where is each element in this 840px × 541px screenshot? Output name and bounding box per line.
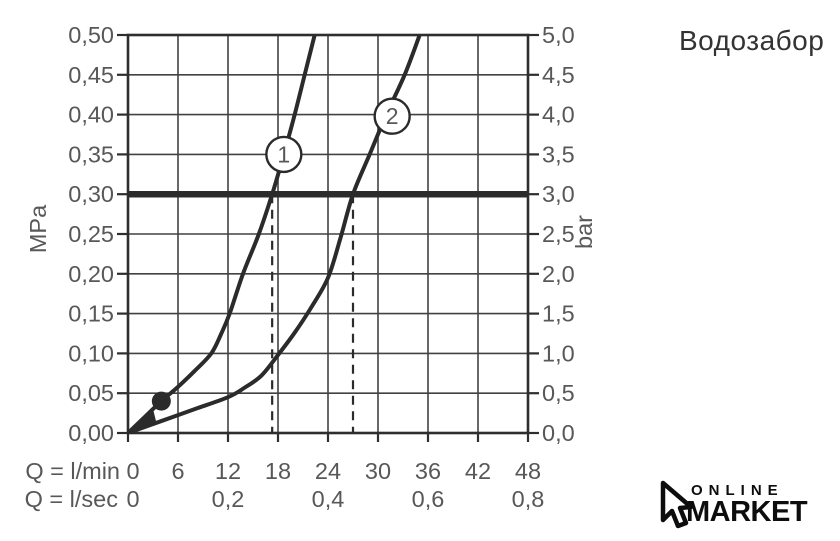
y-tick-label-mpa: 0,35 xyxy=(68,141,114,167)
y-axis-label-mpa: MPa xyxy=(25,204,51,253)
y-tick-label-mpa: 0,45 xyxy=(68,62,114,88)
plot-border xyxy=(126,33,530,435)
x-tick-label-lmin: 12 xyxy=(215,458,241,484)
curve-label-number-2: 2 xyxy=(386,103,399,129)
logo-text-online: ONLINE xyxy=(691,482,784,499)
y-tick-label-bar: 0,5 xyxy=(542,380,575,406)
y-tick-label-bar: 2,5 xyxy=(542,221,575,247)
logo-text-market: MARKET xyxy=(686,496,808,528)
flow-marker-dot xyxy=(151,391,171,411)
x-tick-label-lmin: 24 xyxy=(315,458,341,484)
x-tick-label-lmin: 6 xyxy=(171,458,184,484)
y-tick-label-bar: 1,5 xyxy=(542,301,575,327)
curve-label-circle-1 xyxy=(265,135,303,174)
y-axis-label-bar: bar xyxy=(571,215,597,249)
online-market-logo: ONLINE MARKET xyxy=(658,477,833,533)
curve-2-path xyxy=(127,34,422,434)
y-tick-label-mpa: 0,05 xyxy=(68,380,114,406)
x-tick-label-lmin: 30 xyxy=(365,458,391,484)
y-tick-label-bar: 4,0 xyxy=(542,102,575,128)
y-tick-label-mpa: 0,50 xyxy=(68,22,114,48)
y-tick-label-bar: 2,0 xyxy=(542,261,575,287)
grid-lines xyxy=(128,35,528,433)
y-tick-label-bar: 0,0 xyxy=(542,420,575,446)
x-tick-label-lsec: 0,6 xyxy=(412,486,445,512)
curve-label-number-1: 1 xyxy=(277,141,290,167)
y-tick-label-mpa: 0,25 xyxy=(68,221,114,247)
x-axis-label-lmin: Q = l/min xyxy=(25,458,120,484)
y-tick-label-bar: 3,0 xyxy=(542,181,575,207)
x-tick-label-lmin: 48 xyxy=(515,458,541,484)
x-tick-label-lmin: 18 xyxy=(265,458,291,484)
y-tick-label-mpa: 0,20 xyxy=(68,261,114,287)
y-tick-label-mpa: 0,00 xyxy=(68,420,114,446)
origin-arrowhead xyxy=(129,409,156,432)
y-tick-label-mpa: 0,15 xyxy=(68,301,114,327)
y-tick-label-bar: 4,5 xyxy=(542,62,575,88)
y-tick-label-mpa: 0,40 xyxy=(68,102,114,128)
y-tick-label-mpa: 0,30 xyxy=(68,181,114,207)
page-title: Водозабор xyxy=(679,25,825,56)
x-tick-label-lmin: 36 xyxy=(415,458,441,484)
x-axis-label-lsec: Q = l/sec xyxy=(25,486,119,512)
y-tick-label-bar: 3,5 xyxy=(542,141,575,167)
y-tick-label-bar: 1,0 xyxy=(542,340,575,366)
x-tick-label-lsec: 0 xyxy=(126,486,139,512)
y-tick-label-bar: 5,0 xyxy=(542,22,575,48)
y-tick-label-mpa: 0,10 xyxy=(68,340,114,366)
x-tick-label-lsec: 0,4 xyxy=(312,486,345,512)
curve-label-circle-2 xyxy=(373,97,411,135)
x-tick-label-lsec: 0,2 xyxy=(212,486,245,512)
cursor-arrow-icon xyxy=(660,480,694,529)
x-tick-label-lmin: 42 xyxy=(465,458,491,484)
x-tick-label-lmin: 0 xyxy=(126,458,139,484)
x-tick-label-lsec: 0,8 xyxy=(512,486,545,512)
